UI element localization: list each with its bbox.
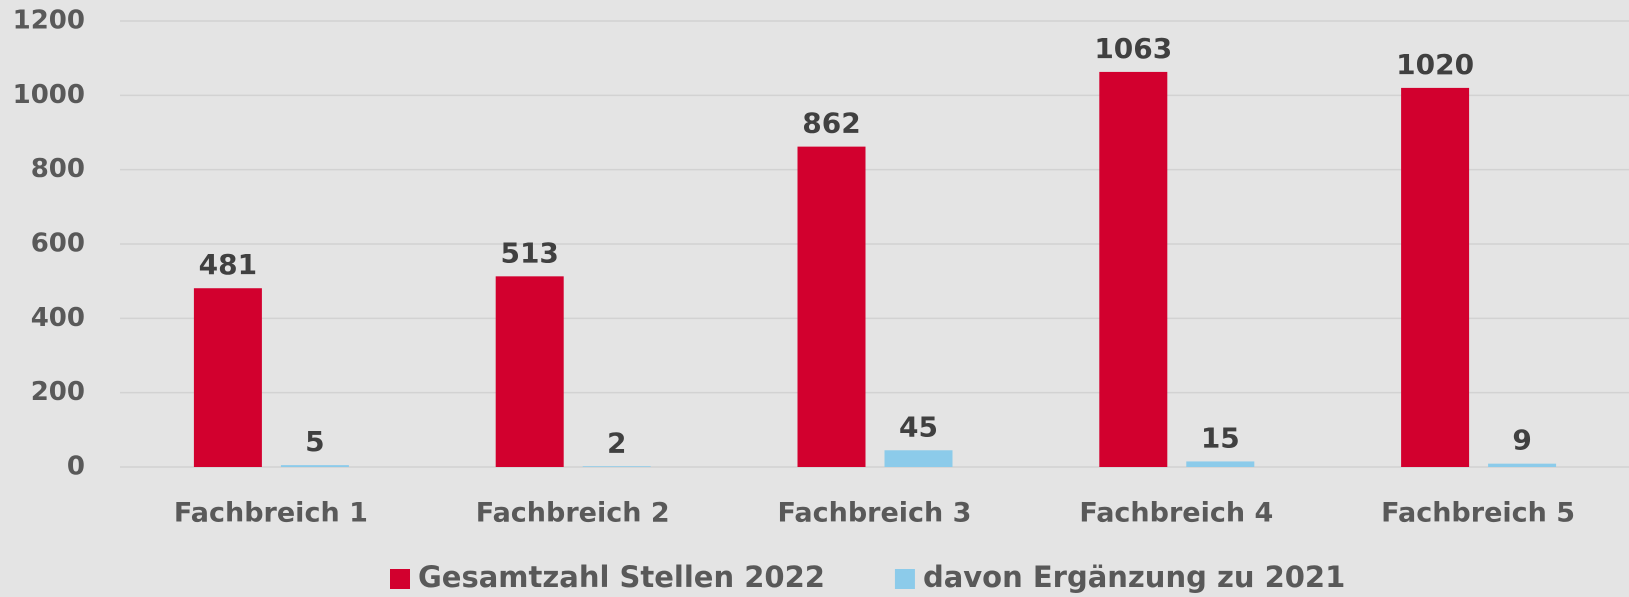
bar — [495, 276, 564, 467]
data-label: 15 — [1201, 421, 1240, 454]
y-tick-label: 800 — [31, 154, 85, 184]
bar — [582, 466, 651, 467]
bar — [193, 288, 262, 467]
data-label: 2 — [607, 426, 626, 459]
data-label: 5 — [305, 425, 324, 458]
data-label: 862 — [802, 107, 860, 140]
legend-label: davon Ergänzung zu 2021 — [923, 560, 1345, 594]
bar — [797, 146, 866, 467]
bar — [1186, 461, 1255, 467]
x-tick-label: Fachbreich 3 — [778, 498, 972, 529]
data-label: 1063 — [1094, 32, 1172, 65]
y-tick-label: 600 — [31, 229, 85, 259]
data-label: 481 — [199, 248, 257, 281]
x-tick-label: Fachbreich 1 — [174, 498, 368, 529]
bar — [1488, 463, 1557, 467]
legend-swatch — [894, 569, 915, 589]
legend-label: Gesamtzahl Stellen 2022 — [418, 560, 825, 594]
bar — [1401, 87, 1470, 468]
x-tick-label: Fachbreich 5 — [1381, 498, 1575, 529]
y-tick-label: 400 — [31, 303, 85, 333]
x-tick-label: Fachbreich 4 — [1079, 498, 1273, 529]
bar — [884, 450, 953, 467]
bar — [1099, 71, 1168, 467]
y-tick-label: 200 — [31, 377, 85, 407]
bar — [280, 465, 349, 467]
data-label: 9 — [1512, 424, 1531, 457]
y-tick-label: 1200 — [13, 6, 85, 36]
data-label: 513 — [500, 236, 558, 269]
legend-swatch — [390, 569, 410, 589]
y-tick-label: 1000 — [13, 80, 85, 110]
data-label: 45 — [899, 410, 938, 443]
y-tick-label: 0 — [67, 452, 85, 482]
x-tick-label: Fachbreich 2 — [476, 498, 670, 529]
data-label: 1020 — [1396, 48, 1474, 81]
